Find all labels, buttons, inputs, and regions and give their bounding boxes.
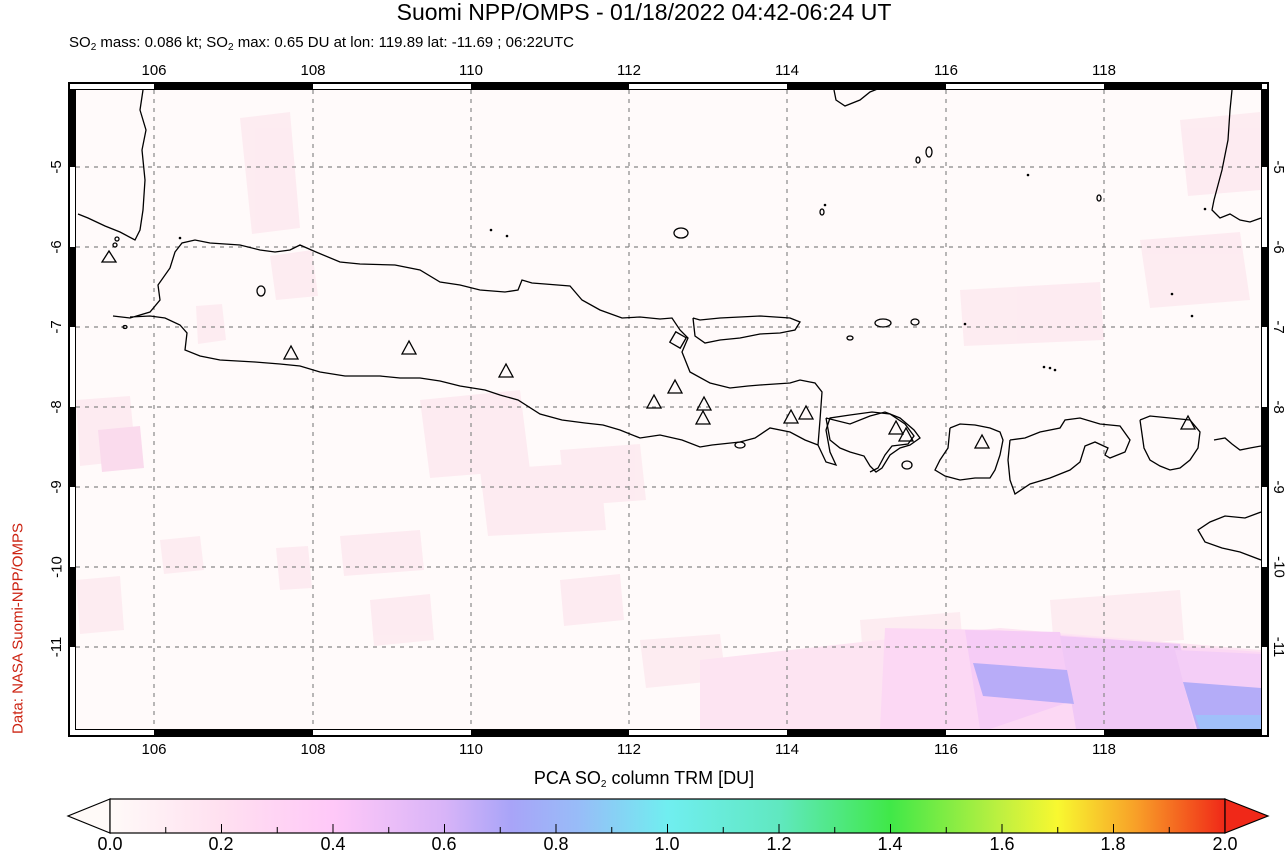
lon-tick-bottom: 114: [775, 741, 799, 758]
colorbar: [66, 798, 1270, 834]
colorbar-tick-label: 0.8: [543, 834, 569, 854]
lon-tick-top: 118: [1092, 62, 1116, 79]
tiny-islands: [178, 173, 1207, 372]
so2-mass-text: mass: 0.086 kt;: [96, 34, 207, 51]
colorbar-tick-label: 1.8: [1100, 834, 1126, 854]
colorbar-label-subscript: 2: [600, 779, 607, 790]
coast-island: [1096, 194, 1102, 202]
colorbar-tick-label: 0.4: [320, 834, 346, 854]
colorbar-tick-label: 1.2: [766, 834, 792, 854]
volcano-icon: [782, 408, 800, 424]
so2-text: SO: [206, 34, 228, 51]
volcano-icon: [497, 362, 515, 378]
map-subtitle: SO2 mass: 0.086 kt; SO2 max: 0.65 DU at …: [69, 34, 575, 53]
lon-tick-top: 106: [141, 62, 167, 79]
map-canvas: [68, 82, 1269, 737]
colorbar-tick-label: 0.2: [208, 834, 234, 854]
colorbar-tick-label: 0.6: [431, 834, 457, 854]
coast-madura: [692, 315, 801, 344]
colorbar-over-arrow: [1224, 798, 1270, 834]
graticule: [76, 90, 1261, 729]
coast-kangean: [874, 318, 892, 328]
so2-max-text: max: 0.65 DU at lon: 119.89 lat: -11.69 …: [233, 34, 575, 51]
lon-tick-top: 110: [459, 62, 483, 79]
coast-island: [846, 335, 854, 341]
colorbar-under-arrow: [66, 798, 111, 834]
lon-tick-top: 112: [617, 62, 641, 79]
coast-sumba: [1197, 511, 1261, 561]
colorbar-tick-label: 1.0: [654, 834, 680, 854]
volcano-icon: [887, 419, 905, 435]
coast-island: [112, 242, 118, 248]
colorbar-label-text: column TRM [DU]: [606, 768, 755, 788]
colorbar-tick-label: 2.0: [1212, 834, 1238, 854]
volcano-icon: [695, 395, 713, 411]
volcano-icon: [973, 433, 991, 449]
so2-pixels: [76, 112, 1261, 729]
map-title: Suomi NPP/OMPS - 01/18/2022 04:42-06:24 …: [396, 0, 892, 25]
volcano-markers: [100, 249, 1197, 449]
coast-island: [256, 285, 266, 297]
so2-text: SO: [69, 34, 91, 51]
colorbar-tick-label: 1.6: [989, 834, 1015, 854]
coast-sulawesi: [1211, 90, 1261, 223]
so2-subscript: 2: [227, 42, 234, 53]
coast-island: [122, 324, 128, 330]
coast-java: [112, 239, 915, 473]
so2-subscript: 2: [90, 42, 97, 53]
colorbar-tick-label: 0.0: [97, 834, 123, 854]
volcano-icon: [797, 404, 815, 420]
coast-island: [819, 208, 825, 216]
lon-tick-top: 116: [934, 62, 958, 79]
coast-lombok: [934, 423, 1004, 481]
coast-nusa-barung: [734, 441, 746, 449]
colorbar-label-text: PCA SO: [533, 768, 601, 788]
volcano-icon: [282, 344, 300, 360]
lon-tick-top: 108: [300, 62, 326, 79]
volcano-icon: [645, 393, 663, 409]
volcano-icon: [400, 339, 418, 355]
volcano-icon: [897, 426, 915, 442]
coast-borneo-sw: [833, 90, 877, 107]
lon-tick-bottom: 118: [1092, 741, 1116, 758]
coast-sumbawa: [1007, 417, 1131, 496]
lon-tick-bottom: 108: [300, 741, 326, 758]
coast-flores: [1213, 437, 1261, 451]
volcano-icon: [1179, 414, 1197, 430]
lon-tick-bottom: 106: [141, 741, 167, 758]
frame-stripes: [70, 84, 1267, 735]
coastlines: [77, 90, 1261, 561]
volcano-icon: [100, 249, 118, 263]
coast-sumbawa-east: [1139, 415, 1201, 471]
coast-nusa-penida: [901, 460, 913, 470]
lon-tick-top: 114: [775, 62, 799, 79]
coast-surabaya-mark: [668, 330, 688, 350]
coast-island: [910, 318, 920, 326]
coast-island: [925, 146, 933, 158]
colorbar-label: PCA SO2 column TRM [DU]: [0, 768, 1288, 790]
lon-tick-bottom: 112: [617, 741, 641, 758]
coast-bali: [825, 411, 921, 473]
volcano-icon: [694, 409, 712, 425]
lon-tick-bottom: 116: [934, 741, 958, 758]
coast-bawean: [673, 227, 689, 239]
lon-tick-bottom: 110: [459, 741, 483, 758]
coast-island: [915, 156, 921, 164]
colorbar-tick-label: 1.4: [877, 834, 903, 854]
coast-sumatra: [77, 90, 147, 241]
volcano-icon: [666, 378, 684, 394]
colorbar-ticks: [165, 824, 1170, 833]
coast-island: [114, 236, 120, 242]
